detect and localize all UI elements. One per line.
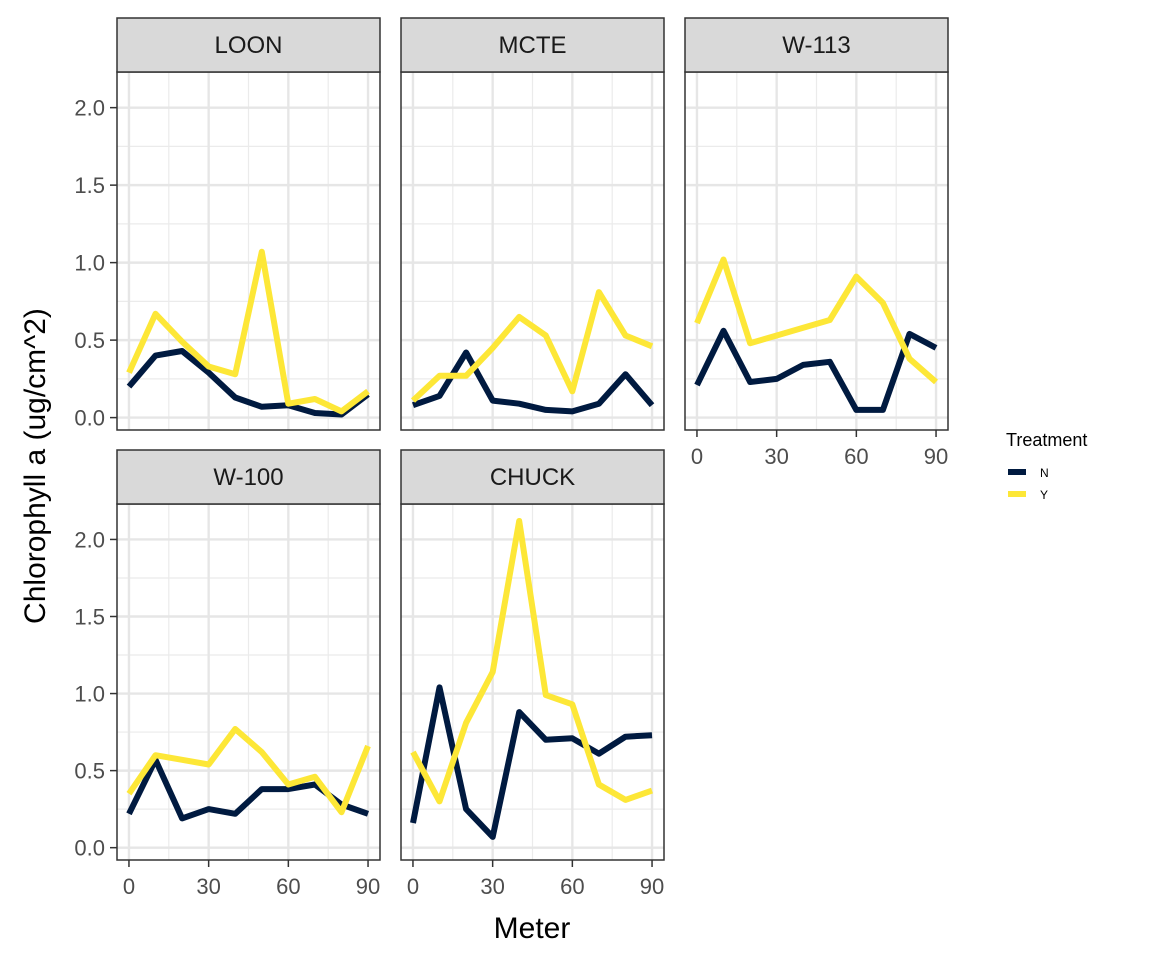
panel-title-mcte: MCTE <box>499 32 567 59</box>
series-line-loon-y <box>126 248 370 415</box>
series-line-chuck-y <box>410 518 653 805</box>
series-line-w-113-n <box>694 327 938 413</box>
y-tick-label: 1.5 <box>74 173 105 198</box>
y-tick-label: 1.5 <box>74 605 105 630</box>
series-line-w-100-y <box>126 726 371 816</box>
series-line-w-113-y <box>694 256 938 385</box>
x-tick-label: 0 <box>407 874 419 899</box>
x-tick-label: 60 <box>844 444 868 469</box>
x-tick-label: 90 <box>640 874 664 899</box>
legend-label-y: Y <box>1040 488 1048 502</box>
legend: Treatment N Y <box>1006 430 1087 502</box>
series-line-chuck-n <box>410 684 653 840</box>
x-tick-label: 60 <box>276 874 300 899</box>
x-tick-label: 0 <box>123 874 135 899</box>
y-tick-label: 1.0 <box>74 682 105 707</box>
y-axis-title: Chlorophyll a (ug/cm^2) <box>19 308 52 624</box>
series-line-loon-n <box>126 348 370 418</box>
y-tick-label: 0.0 <box>74 406 105 431</box>
y-tick-label: 0.5 <box>74 328 105 353</box>
panel-strip-loon <box>116 17 381 73</box>
y-tick-label: 0.0 <box>74 836 105 861</box>
y-tick-label: 2.0 <box>74 527 105 552</box>
x-tick-label: 0 <box>691 444 703 469</box>
x-tick-label: 30 <box>764 444 788 469</box>
panel-title-w-113: W-113 <box>782 32 850 59</box>
panel-title-w-100: W-100 <box>213 464 283 491</box>
panel-strip-w-113 <box>684 17 949 73</box>
panel-title-chuck: CHUCK <box>490 464 575 491</box>
panel-title-loon: LOON <box>214 32 282 59</box>
panel-strip-mcte <box>400 17 665 73</box>
x-tick-label: 30 <box>196 874 220 899</box>
panel-strip-chuck <box>400 449 665 505</box>
panel-strip-w-100 <box>116 449 381 505</box>
legend-title: Treatment <box>1006 430 1087 450</box>
x-tick-label: 90 <box>356 874 380 899</box>
legend-label-n: N <box>1040 466 1049 480</box>
y-tick-label: 0.5 <box>74 759 105 784</box>
x-tick-label: 90 <box>924 444 948 469</box>
x-tick-label: 30 <box>480 874 504 899</box>
x-axis-title: Meter <box>494 912 571 945</box>
y-tick-label: 1.0 <box>74 251 105 276</box>
series-line-mcte-y <box>410 289 654 403</box>
x-tick-label: 60 <box>560 874 584 899</box>
y-tick-label: 2.0 <box>74 96 105 121</box>
